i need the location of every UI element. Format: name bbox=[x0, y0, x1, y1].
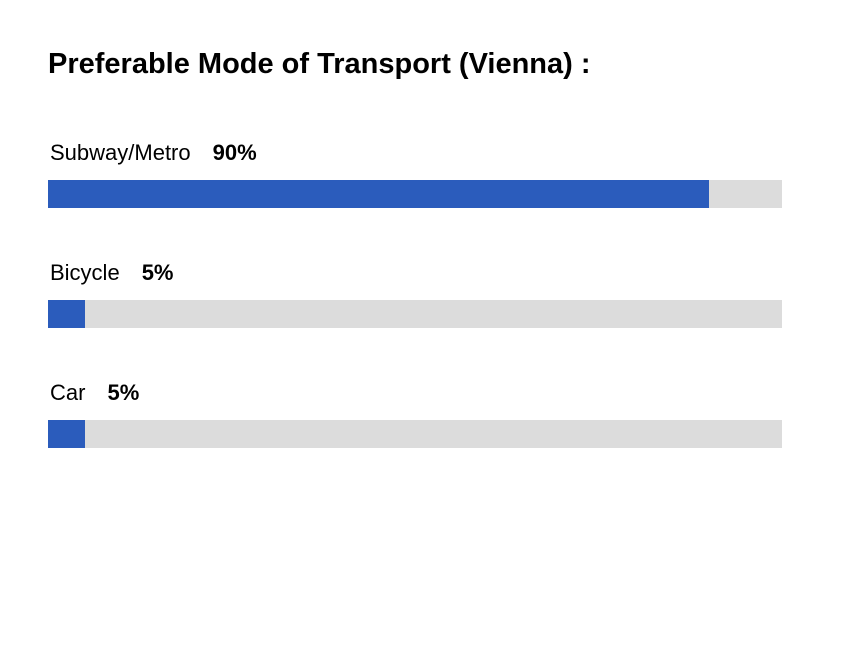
bar-track bbox=[48, 420, 782, 448]
chart-title: Preferable Mode of Transport (Vienna) : bbox=[48, 48, 591, 80]
bar-fill bbox=[48, 300, 85, 328]
bar-label-row: Bicycle 5% bbox=[50, 260, 782, 288]
bar-row-subway-metro: Subway/Metro 90% bbox=[48, 140, 782, 208]
category-label: Car bbox=[50, 380, 86, 405]
bar-fill bbox=[48, 180, 709, 208]
category-label: Bicycle bbox=[50, 260, 120, 285]
bar-track bbox=[48, 300, 782, 328]
value-label: 90% bbox=[212, 140, 257, 165]
bar-row-bicycle: Bicycle 5% bbox=[48, 260, 782, 328]
value-label: 5% bbox=[107, 380, 140, 405]
bar-row-car: Car 5% bbox=[48, 380, 782, 448]
category-label: Subway/Metro bbox=[50, 140, 191, 165]
bar-label-row: Car 5% bbox=[50, 380, 782, 408]
value-label: 5% bbox=[141, 260, 174, 285]
bar-fill bbox=[48, 420, 85, 448]
bar-label-row: Subway/Metro 90% bbox=[50, 140, 782, 168]
bar-track bbox=[48, 180, 782, 208]
